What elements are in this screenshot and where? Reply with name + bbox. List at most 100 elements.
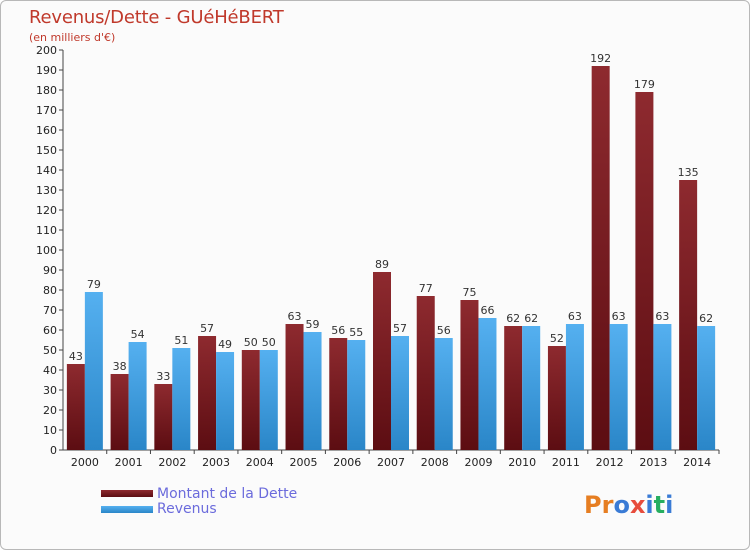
data-label-revenue-2004: 50: [262, 336, 276, 349]
data-label-debt-2010: 62: [506, 312, 520, 325]
legend-label-revenue: Revenus: [157, 501, 217, 517]
x-tick-label: 2011: [552, 456, 580, 469]
x-tick-label: 2010: [508, 456, 536, 469]
legend-label-debt: Montant de la Dette: [157, 486, 298, 502]
x-tick-label: 2006: [333, 456, 361, 469]
logo-letter: x: [629, 491, 646, 519]
bar-revenue-2012: [609, 324, 628, 450]
y-tick-label: 180: [36, 84, 57, 97]
bar-revenue-2005: [303, 332, 322, 450]
y-tick-label: 60: [43, 324, 57, 337]
data-label-revenue-2008: 56: [437, 324, 451, 337]
y-tick-label: 150: [36, 144, 57, 157]
data-label-revenue-2005: 59: [306, 318, 320, 331]
data-label-debt-2011: 52: [550, 332, 564, 345]
data-label-debt-2001: 38: [113, 360, 127, 373]
bar-revenue-2004: [259, 350, 278, 450]
bar-debt-2003: [198, 336, 217, 450]
y-tick-label: 160: [36, 124, 57, 137]
x-tick-label: 2007: [377, 456, 405, 469]
bar-debt-2006: [329, 338, 348, 450]
bar-revenue-2013: [653, 324, 672, 450]
legend-swatch-debt: [101, 490, 153, 497]
chart-subtitle: (en milliers d'€): [29, 31, 116, 44]
bar-revenue-2014: [697, 326, 716, 450]
bar-revenue-2006: [347, 340, 366, 450]
logo-letter: t: [653, 491, 666, 519]
x-tick-label: 2013: [639, 456, 667, 469]
x-tick-label: 2005: [290, 456, 318, 469]
bar-revenue-2000: [84, 292, 103, 450]
data-label-debt-2005: 63: [288, 310, 302, 323]
x-tick-label: 2004: [246, 456, 274, 469]
x-tick-label: 2000: [71, 456, 99, 469]
bar-revenue-2003: [216, 352, 235, 450]
bar-debt-2009: [460, 300, 479, 450]
y-tick-label: 170: [36, 104, 57, 117]
bar-debt-2001: [110, 374, 129, 450]
bar-debt-2012: [591, 66, 610, 450]
data-label-revenue-2014: 62: [699, 312, 713, 325]
data-label-debt-2007: 89: [375, 258, 389, 271]
bar-revenue-2011: [565, 324, 584, 450]
chart-title: Revenus/Dette - GUéHéBERT: [29, 7, 284, 28]
bars-group: [66, 66, 716, 450]
y-tick-label: 20: [43, 404, 57, 417]
data-label-revenue-2013: 63: [655, 310, 669, 323]
y-tick-label: 90: [43, 264, 57, 277]
y-tick-label: 130: [36, 184, 57, 197]
data-label-debt-2008: 77: [419, 282, 433, 295]
data-label-revenue-2009: 66: [480, 304, 494, 317]
y-tick-label: 80: [43, 284, 57, 297]
y-tick-label: 100: [36, 244, 57, 257]
x-tick-label: 2014: [683, 456, 711, 469]
bar-debt-2010: [504, 326, 523, 450]
data-label-debt-2013: 179: [634, 78, 655, 91]
data-label-revenue-2003: 49: [218, 338, 232, 351]
bar-debt-2011: [547, 346, 566, 450]
data-label-debt-2014: 135: [678, 166, 699, 179]
bar-debt-2005: [285, 324, 304, 450]
bar-debt-2002: [154, 384, 173, 450]
y-tick-label: 200: [36, 44, 57, 57]
bar-revenue-2009: [478, 318, 497, 450]
y-tick-label: 140: [36, 164, 57, 177]
legend-swatch-revenue: [101, 506, 153, 513]
x-tick-label: 2002: [158, 456, 186, 469]
logo-letter: P: [584, 491, 602, 519]
y-tick-label: 10: [43, 424, 57, 437]
bar-debt-2008: [416, 296, 435, 450]
x-tick-label: 2003: [202, 456, 230, 469]
x-tick-label: 2009: [464, 456, 492, 469]
x-tick-label: 2012: [596, 456, 624, 469]
y-tick-label: 40: [43, 364, 57, 377]
data-label-revenue-2000: 79: [87, 278, 101, 291]
data-label-debt-2004: 50: [244, 336, 258, 349]
data-label-revenue-2001: 54: [131, 328, 145, 341]
data-label-revenue-2012: 63: [612, 310, 626, 323]
y-tick-label: 30: [43, 384, 57, 397]
logo-letter: r: [601, 491, 614, 519]
proxiti-logo: Proxiti: [584, 491, 673, 519]
data-label-revenue-2002: 51: [174, 334, 188, 347]
bar-debt-2004: [241, 350, 260, 450]
data-label-debt-2012: 192: [590, 52, 611, 65]
data-label-debt-2000: 43: [69, 350, 83, 363]
bar-revenue-2001: [128, 342, 147, 450]
value-labels-group: 43 79 38 54 33 51 57 49 50 50 63 59 56 55 89 57 77 56 75 66…: [69, 52, 713, 383]
data-label-debt-2009: 75: [462, 286, 476, 299]
bar-revenue-2010: [522, 326, 541, 450]
y-tick-label: 110: [36, 224, 57, 237]
logo-letter: i: [645, 491, 654, 519]
bar-debt-2000: [66, 364, 85, 450]
y-tick-label: 120: [36, 204, 57, 217]
bar-revenue-2007: [391, 336, 409, 450]
y-tick-label: 50: [43, 344, 57, 357]
data-label-debt-2006: 56: [331, 324, 345, 337]
data-label-debt-2003: 57: [200, 322, 214, 335]
data-label-revenue-2006: 55: [349, 326, 363, 339]
data-label-revenue-2007: 57: [393, 322, 407, 335]
data-label-revenue-2011: 63: [568, 310, 582, 323]
bar-debt-2007: [373, 272, 391, 450]
